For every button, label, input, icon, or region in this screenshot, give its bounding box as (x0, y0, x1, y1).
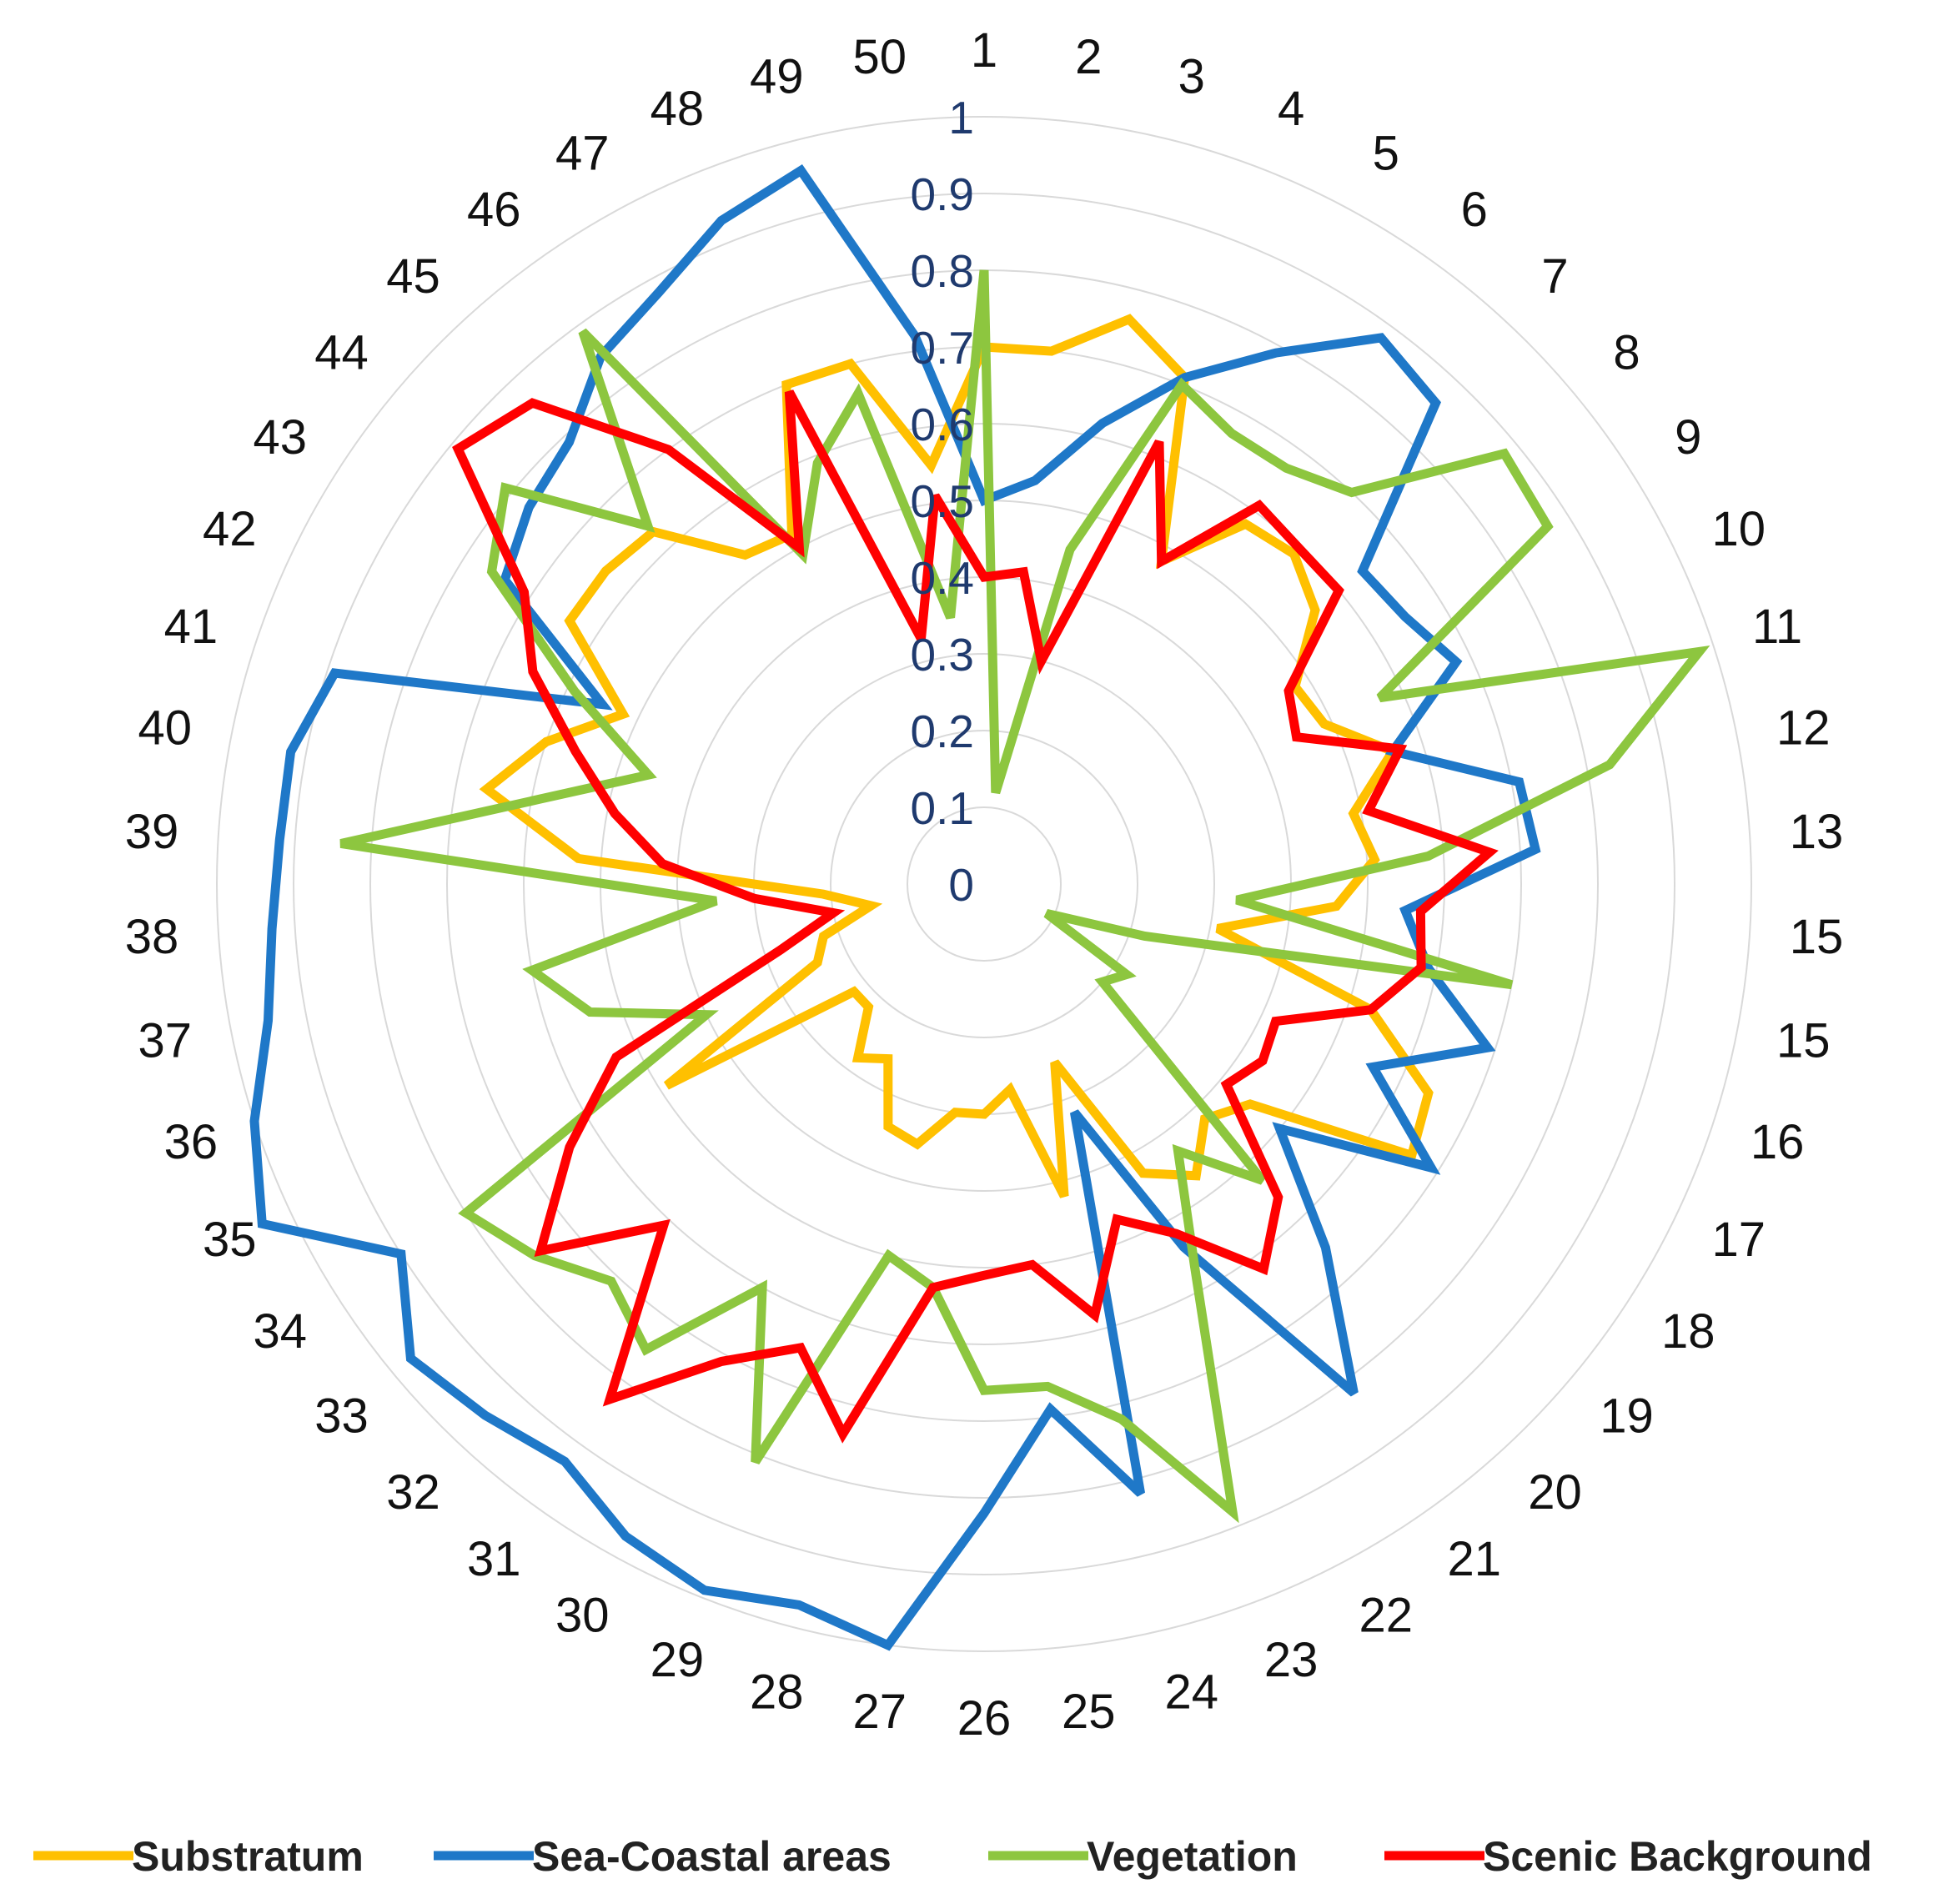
category-label: 7 (1541, 249, 1568, 304)
category-label: 45 (386, 249, 440, 304)
tick-label: 0.6 (911, 399, 974, 450)
category-label: 26 (957, 1691, 1012, 1746)
category-label: 39 (125, 805, 179, 859)
category-label: 27 (852, 1685, 907, 1739)
category-label: 8 (1613, 326, 1640, 380)
grid-ring (753, 653, 1215, 1115)
tick-label: 1 (948, 92, 974, 143)
category-label: 10 (1712, 502, 1766, 556)
category-label: 31 (467, 1532, 521, 1586)
category-label: 22 (1359, 1588, 1414, 1642)
category-label: 36 (164, 1115, 219, 1169)
category-label: 40 (138, 701, 192, 756)
category-label: 15 (1776, 1013, 1831, 1068)
series-line (479, 314, 1434, 1198)
series-line (249, 164, 1541, 1651)
category-label: 43 (253, 410, 307, 465)
tick-label: 0 (948, 859, 974, 911)
category-label: 19 (1600, 1389, 1654, 1443)
radial-tick-labels: 0 0.1 0.2 0.3 0.4 0.5 0.6 0.7 0.8 0.9 1 (911, 92, 974, 911)
category-label: 49 (750, 49, 804, 103)
category-label: 3 (1178, 49, 1205, 103)
category-label: 5 (1373, 127, 1399, 181)
category-label: 37 (138, 1013, 192, 1068)
legend-label: Vegetation (1087, 1833, 1298, 1880)
category-label: 2 (1075, 30, 1102, 84)
category-label: 33 (314, 1389, 369, 1443)
category-label: 35 (203, 1213, 257, 1267)
category-label: 42 (203, 502, 257, 556)
category-label: 25 (1062, 1685, 1116, 1739)
category-labels: 1 2 34567891011121315151617181920212223242… (125, 23, 1844, 1746)
category-label: 20 (1528, 1465, 1582, 1520)
series-line (452, 389, 1499, 1444)
category-label: 24 (1164, 1665, 1218, 1720)
category-label: 23 (1264, 1633, 1319, 1687)
category-label: 17 (1712, 1213, 1766, 1267)
category-label: 4 (1278, 82, 1304, 136)
grid-ring (216, 116, 1752, 1652)
category-label: 1 (971, 23, 997, 78)
category-label: 32 (386, 1465, 440, 1520)
category-label: 18 (1661, 1304, 1715, 1359)
category-label: 46 (467, 183, 521, 237)
legend-label: Scenic Background (1483, 1833, 1872, 1880)
category-label: 44 (314, 326, 369, 380)
category-label: 29 (651, 1633, 705, 1687)
category-label: 28 (750, 1665, 804, 1720)
category-label: 38 (125, 910, 179, 964)
category-label: 13 (1790, 805, 1844, 859)
tick-label: 0.8 (911, 245, 974, 297)
grid-ring (830, 730, 1138, 1038)
grid-ring (293, 193, 1675, 1575)
category-label: 12 (1776, 701, 1831, 756)
category-label: 9 (1675, 410, 1701, 465)
category-label: 48 (651, 82, 705, 136)
category-label: 21 (1448, 1532, 1502, 1586)
category-label: 6 (1461, 183, 1488, 237)
category-label: 47 (555, 127, 610, 181)
tick-label: 0.7 (911, 322, 974, 374)
series-line (339, 269, 1710, 1524)
category-label: 41 (164, 600, 219, 654)
tick-label: 0.4 (911, 552, 974, 604)
tick-label: 0.2 (911, 706, 974, 757)
grid-ring (907, 806, 1062, 962)
category-label: 50 (852, 30, 907, 84)
category-label: 16 (1751, 1115, 1805, 1169)
legend-label: Sea-Coastal areas (532, 1833, 892, 1880)
tick-label: 0.5 (911, 475, 974, 527)
tick-label: 0.3 (911, 629, 974, 681)
legend: Substratum Sea-Coastal areas Vegetation Sce… (33, 1833, 1872, 1880)
tick-label: 0.1 (911, 782, 974, 834)
category-label: 30 (555, 1588, 610, 1642)
series-lines (249, 164, 1710, 1651)
category-label: 15 (1790, 910, 1844, 964)
legend-label: Substratum (132, 1833, 364, 1880)
category-label: 11 (1752, 600, 1802, 654)
tick-label: 0.9 (911, 168, 974, 220)
category-label: 34 (253, 1304, 307, 1359)
